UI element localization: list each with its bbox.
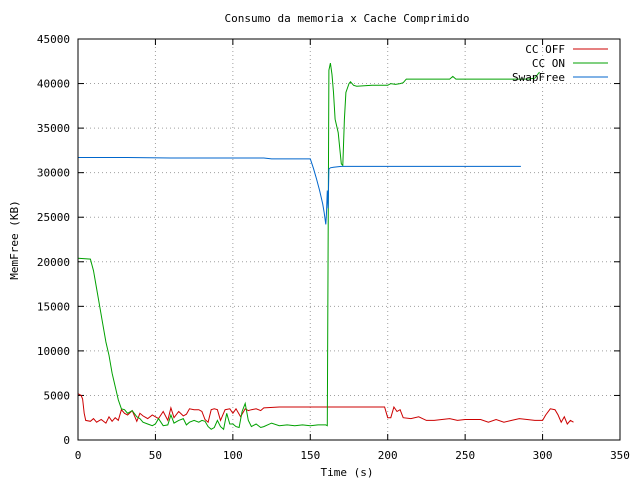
- series-lines: [77, 62, 574, 431]
- y-axis-label: MemFree (KB): [8, 200, 21, 279]
- x-tick-label: 50: [149, 449, 162, 462]
- y-tick-label: 0: [63, 434, 70, 447]
- y-tick-label: 20000: [37, 256, 70, 269]
- x-tick-label: 0: [75, 449, 82, 462]
- legend-label: CC ON: [532, 57, 565, 70]
- series-line-swapfree: [78, 157, 521, 225]
- series-line-cc-on: [77, 62, 540, 431]
- y-tick-label: 10000: [37, 345, 70, 358]
- y-tick-label: 30000: [37, 167, 70, 180]
- y-tick-label: 35000: [37, 122, 70, 135]
- legend-label: SwapFree: [512, 71, 565, 84]
- series-line-cc-off: [77, 393, 574, 425]
- y-tick-label: 25000: [37, 211, 70, 224]
- y-tick-label: 40000: [37, 78, 70, 91]
- legend-label: CC OFF: [525, 43, 565, 56]
- x-tick-label: 300: [533, 449, 553, 462]
- y-axis-ticks: 0 5000 10000 15000 20000 25000 30000 35000 40000…: [37, 33, 620, 447]
- y-tick-label: 45000: [37, 33, 70, 46]
- x-axis-label: Time (s): [321, 466, 374, 479]
- y-tick-label: 5000: [44, 389, 71, 402]
- x-tick-label: 100: [223, 449, 243, 462]
- x-tick-label: 200: [378, 449, 398, 462]
- x-axis-ticks: 0 50 100 150 200 250 300 350: [75, 39, 630, 462]
- x-tick-label: 250: [455, 449, 475, 462]
- x-tick-label: 150: [300, 449, 320, 462]
- grid-lines: [78, 39, 620, 440]
- x-tick-label: 350: [610, 449, 630, 462]
- chart-title: Consumo da memoria x Cache Comprimido: [224, 12, 469, 25]
- y-tick-label: 15000: [37, 300, 70, 313]
- plot-frame: [77, 38, 621, 441]
